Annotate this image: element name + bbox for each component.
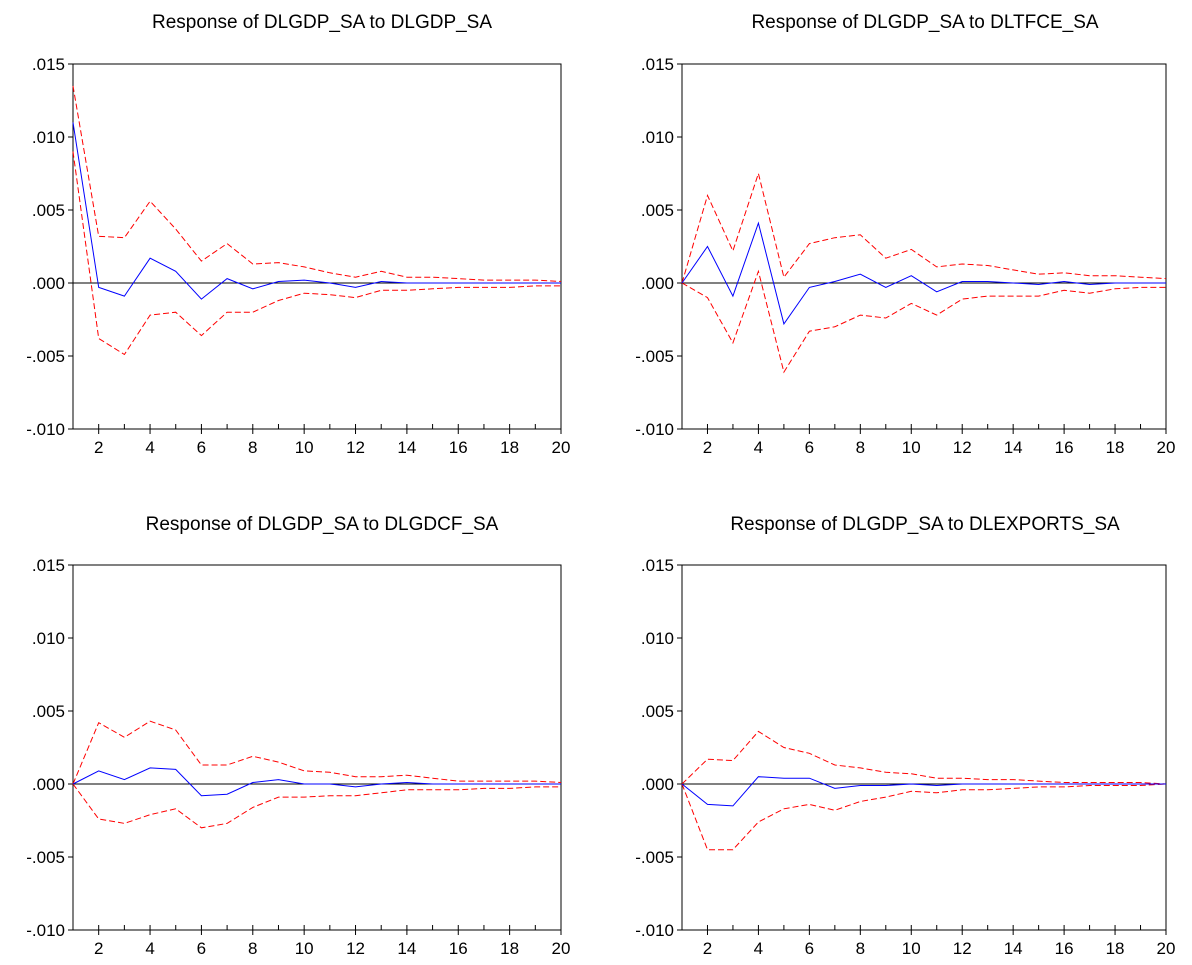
x-tick-label: 10 — [902, 438, 921, 457]
x-tick-label: 10 — [295, 939, 314, 958]
x-tick-label: 16 — [1055, 438, 1074, 457]
y-tick-label: .005 — [32, 702, 65, 721]
y-tick-label: .015 — [32, 55, 65, 74]
plot-frame — [681, 63, 1167, 430]
panel-title: Response of DLGDP_SA to DLGDCF_SA — [146, 514, 499, 535]
x-tick-label: 4 — [145, 939, 154, 958]
y-tick-label: .000 — [641, 775, 674, 794]
y-tick-label: .005 — [641, 702, 674, 721]
x-tick-label: 6 — [197, 438, 206, 457]
lower-band-line — [681, 269, 1166, 374]
x-tick-label: 18 — [500, 939, 519, 958]
x-tick-label: 4 — [145, 438, 154, 457]
y-tick-label: .010 — [641, 128, 674, 147]
x-tick-label: 12 — [953, 438, 972, 457]
x-tick-label: 8 — [856, 939, 865, 958]
x-tick-label: 14 — [1004, 438, 1023, 457]
upper-band-line — [681, 171, 1167, 284]
y-tick-label: .010 — [32, 629, 65, 648]
x-tick-label: 4 — [754, 438, 763, 457]
y-tick-label: -.005 — [635, 848, 674, 867]
response-line — [72, 767, 561, 797]
x-tick-label: 10 — [295, 438, 314, 457]
x-tick-label: 18 — [1106, 939, 1125, 958]
panel-title: Response of DLGDP_SA to DLTFCE_SA — [751, 12, 1098, 33]
x-tick-label: 14 — [397, 438, 416, 457]
panel-title: Response of DLGDP_SA to DLEXPORTS_SA — [730, 514, 1120, 535]
y-tick-label: -.010 — [26, 420, 65, 439]
panel-2: Response of DLGDP_SA to DLTFCE_SA .015 .0… — [635, 12, 1175, 457]
y-tick-label: .010 — [641, 629, 674, 648]
y-tick-label: -.010 — [635, 420, 674, 439]
x-tick-label: 6 — [197, 939, 206, 958]
x-tick-label: 8 — [248, 939, 257, 958]
x-tick-label: 2 — [94, 939, 103, 958]
y-tick-label: .005 — [32, 201, 65, 220]
panel-3: Response of DLGDP_SA to DLGDCF_SA .015 .0… — [26, 514, 570, 958]
x-tick-label: 2 — [703, 939, 712, 958]
x-tick-label: 6 — [805, 438, 814, 457]
x-tick-label: 16 — [449, 939, 468, 958]
plot-frame — [72, 564, 562, 931]
plot-frame — [72, 63, 562, 430]
upper-band-line — [72, 85, 562, 282]
plot-frame — [681, 564, 1167, 931]
x-tick-label: 20 — [552, 939, 571, 958]
y-tick-label: .000 — [32, 775, 65, 794]
x-tick-label: 20 — [552, 438, 571, 457]
lower-band-line — [72, 783, 561, 829]
x-tick-label: 12 — [953, 939, 972, 958]
y-tick-label: .015 — [641, 55, 674, 74]
x-tick-label: 12 — [346, 438, 365, 457]
x-tick-label: 18 — [500, 438, 519, 457]
y-tick-label: -.010 — [26, 921, 65, 940]
x-tick-label: 2 — [703, 438, 712, 457]
x-tick-label: 14 — [397, 939, 416, 958]
response-line — [72, 122, 561, 300]
y-tick-label: -.005 — [26, 848, 65, 867]
x-tick-label: 6 — [805, 939, 814, 958]
y-tick-label: .015 — [641, 556, 674, 575]
x-tick-label: 10 — [902, 939, 921, 958]
panel-4: Response of DLGDP_SA to DLEXPORTS_SA .01… — [635, 514, 1175, 958]
x-tick-label: 16 — [449, 438, 468, 457]
upper-band-line — [72, 720, 562, 785]
panel-1: Response of DLGDP_SA to DLGDP_SA .015 .01… — [26, 12, 570, 457]
y-tick-label: -.010 — [635, 921, 674, 940]
upper-band-line — [681, 730, 1167, 785]
y-tick-label: -.005 — [635, 347, 674, 366]
x-tick-label: 14 — [1004, 939, 1023, 958]
response-line — [681, 221, 1166, 326]
response-line — [681, 776, 1166, 807]
y-tick-label: .015 — [32, 556, 65, 575]
x-tick-label: 4 — [754, 939, 763, 958]
lower-band-line — [681, 783, 1167, 851]
y-tick-label: .005 — [641, 201, 674, 220]
x-tick-label: 16 — [1055, 939, 1074, 958]
lower-band-line — [72, 151, 561, 356]
x-tick-label: 2 — [94, 438, 103, 457]
x-tick-label: 8 — [248, 438, 257, 457]
x-tick-label: 20 — [1157, 438, 1176, 457]
x-tick-label: 8 — [856, 438, 865, 457]
y-tick-label: .000 — [641, 274, 674, 293]
x-tick-label: 12 — [346, 939, 365, 958]
y-tick-label: .010 — [32, 128, 65, 147]
y-tick-label: .000 — [32, 274, 65, 293]
panel-title: Response of DLGDP_SA to DLGDP_SA — [152, 12, 492, 33]
x-tick-label: 20 — [1157, 939, 1176, 958]
y-tick-label: -.005 — [26, 347, 65, 366]
x-tick-label: 18 — [1106, 438, 1125, 457]
